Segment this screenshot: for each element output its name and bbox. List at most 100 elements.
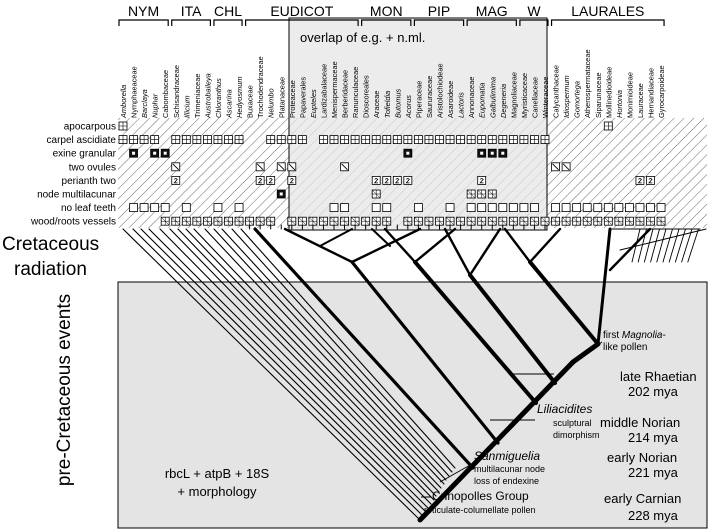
state-mark-carpel-ascidiate-nelumbo bbox=[266, 135, 276, 145]
state-mark-wood-roots-vessels-annonaceae bbox=[466, 216, 476, 226]
character-label-wood-roots-vessels: wood/roots vessels bbox=[30, 217, 116, 228]
laurales-tip-7 bbox=[668, 228, 680, 263]
state-mark-no-leaf-teeth-monimioideae bbox=[625, 203, 634, 213]
state-mark-no-leaf-teeth-gyrocarpoideae bbox=[656, 203, 666, 213]
state-mark-no-leaf-teeth-tofieldia bbox=[382, 203, 392, 213]
state-mark-perianth-two-tofieldia bbox=[382, 175, 392, 185]
age-late-rhaetian-stage: late Rhaetian bbox=[620, 369, 697, 384]
taxon-label-nymphaeaceae: Nymphaeaceae bbox=[130, 66, 139, 118]
state-mark-wood-roots-vessels-lactoris bbox=[456, 216, 466, 226]
state-mark-wood-roots-vessels-eupomatia bbox=[477, 216, 487, 226]
early-lineage-11 bbox=[213, 228, 447, 481]
taxon-label-monimioideae: Monimioideae bbox=[625, 72, 634, 118]
state-mark-no-leaf-teeth-hernandiaceae bbox=[646, 203, 655, 213]
taxon-label-nuphar: Nuphar bbox=[151, 93, 160, 118]
taxon-label-gyrocarpoideae: Gyrocarpoideae bbox=[657, 65, 666, 118]
state-mark-perianth-two-trochodendraceae bbox=[255, 175, 265, 185]
state-mark-wood-roots-vessels-tofieldia bbox=[382, 216, 392, 226]
taxon-label-gomortega: Gomortega bbox=[573, 81, 582, 118]
state-mark-no-leaf-teeth-mollinedioideae bbox=[603, 203, 613, 213]
state-mark-node-multilacunar-galbulimima bbox=[487, 189, 497, 199]
state-mark-carpel-ascidiate-tofieldia bbox=[382, 135, 392, 145]
character-label-node-multilacunar: node multilacunar bbox=[37, 190, 117, 201]
taxon-label-degeneria: Degeneria bbox=[499, 84, 508, 118]
state-mark-wood-roots-vessels-canellaceae bbox=[530, 216, 539, 226]
state-mark-no-leaf-teeth-asaroideae bbox=[445, 203, 455, 213]
taxon-label-austrobaileya: Austrobaileya bbox=[203, 73, 212, 119]
state-mark-carpel-ascidiate-asaroideae bbox=[445, 135, 455, 145]
state-mark-no-leaf-teeth-araceae bbox=[371, 203, 381, 213]
state-mark-carpel-ascidiate-chloranthus bbox=[213, 135, 223, 145]
state-mark-no-leaf-teeth-calycanthaceae bbox=[551, 203, 560, 213]
state-mark-perianth-two-proteaceae bbox=[287, 175, 297, 185]
state-mark-no-leaf-teeth-siparunaceae bbox=[593, 203, 603, 213]
taxon-label-lardizabalaceae: Lardizabalaceae bbox=[319, 64, 328, 118]
state-mark-node-multilacunar-araceae bbox=[371, 189, 381, 199]
state-mark-carpel-ascidiate-ranunculaceae bbox=[350, 135, 360, 145]
group-label-mon: MON bbox=[370, 3, 403, 19]
state-mark-exine-granular-galbulimima bbox=[487, 148, 497, 158]
state-mark-carpel-ascidiate-barclaya bbox=[139, 135, 149, 145]
state-mark-wood-roots-vessels-lauraceae bbox=[635, 216, 645, 226]
state-mark-wood-roots-vessels-piperaceae bbox=[413, 216, 423, 226]
state-mark-no-leaf-teeth-galbulimima bbox=[487, 203, 497, 213]
state-mark-no-leaf-teeth-berberidaceae bbox=[340, 203, 349, 213]
taxon-label-proteaceae: Proteaceae bbox=[288, 80, 297, 118]
early-lineage-13 bbox=[231, 228, 453, 473]
event-crinopolles-title: Crinopolles Group bbox=[432, 489, 529, 503]
method-label-line2: + morphology bbox=[177, 484, 257, 499]
state-mark-perianth-two-araceae bbox=[371, 175, 381, 185]
event-crinopolles-line1: reticulate-columellate pollen bbox=[424, 505, 536, 515]
taxon-label-chloranthus: Chloranthus bbox=[214, 78, 223, 118]
state-mark-carpel-ascidiate-amborella bbox=[118, 135, 128, 145]
state-mark-carpel-ascidiate-platanaceae bbox=[276, 135, 286, 145]
state-mark-wood-roots-vessels-eupteles bbox=[308, 216, 318, 226]
pre-cretaceous-panel bbox=[117, 281, 708, 529]
taxon-label-idiospermum: Idiospermum bbox=[562, 75, 571, 118]
state-mark-wood-roots-vessels-hortonia bbox=[614, 216, 624, 226]
state-mark-carpel-ascidiate-eupomatia bbox=[477, 135, 487, 145]
state-mark-exine-granular-nymphaeaceae bbox=[129, 148, 138, 158]
laurales-tip-8 bbox=[674, 228, 686, 263]
state-mark-perianth-two-lauraceae bbox=[635, 175, 645, 185]
state-mark-carpel-ascidiate-aristolochiodeae bbox=[435, 135, 444, 145]
state-mark-wood-roots-vessels-idiospermum bbox=[561, 216, 571, 226]
taxon-labels: Amborella Nymphaeaceae Barclaya Nuphar Cabom… bbox=[119, 49, 666, 119]
early-lineage-8 bbox=[185, 228, 440, 493]
taxon-label-hortonia: Hortonia bbox=[615, 90, 624, 118]
state-mark-no-leaf-teeth-cabombaceae bbox=[160, 203, 170, 213]
state-mark-carpel-ascidiate-degeneria bbox=[498, 135, 508, 145]
state-mark-node-multilacunar-platanaceae bbox=[276, 189, 286, 199]
age-middle-norian-stage: middle Norian bbox=[600, 415, 680, 430]
age-early-norian-date: 221 mya bbox=[628, 465, 679, 480]
taxon-label-hedyosmum: Hedyosmum bbox=[235, 77, 244, 118]
leader-magnolia-pollen bbox=[572, 341, 603, 363]
taxon-label-trimeniaceae: Trimeniaceae bbox=[193, 74, 202, 119]
state-mark-two-ovules-trochodendraceae bbox=[255, 162, 265, 172]
group-label-eudicot: EUDICOT bbox=[270, 3, 333, 19]
taxon-label-tofieldia: Tofieldia bbox=[383, 91, 392, 118]
character-label-two-ovules: two ovules bbox=[69, 162, 116, 173]
state-mark-wood-roots-vessels-saururaceae bbox=[424, 216, 434, 226]
group-bracket-eudicot bbox=[245, 19, 359, 26]
state-mark-carpel-ascidiate-illicium bbox=[181, 135, 191, 145]
state-mark-perianth-two-hernandiaceae bbox=[646, 175, 655, 185]
state-mark-wood-roots-vessels-chloranthus bbox=[213, 216, 223, 226]
event-liliacidites-title: Liliacidites bbox=[537, 402, 592, 416]
early-lineage-12 bbox=[221, 228, 450, 477]
state-mark-wood-roots-vessels-asaroideae bbox=[445, 216, 455, 226]
state-mark-wood-roots-vessels-myristicaceae bbox=[519, 216, 529, 226]
taxon-label-nelumbo: Nelumbo bbox=[267, 88, 276, 118]
taxon-label-papaverales: Papaverales bbox=[298, 77, 307, 118]
state-mark-carpel-ascidiate-nymphaeaceae bbox=[129, 135, 138, 145]
phylogenetic-tree bbox=[122, 224, 707, 523]
state-mark-no-leaf-teeth-degeneria bbox=[498, 203, 508, 213]
branch-monocot-left bbox=[383, 227, 417, 264]
state-mark-wood-roots-vessels-dioscoreales bbox=[361, 216, 371, 226]
state-mark-exine-granular-degeneria bbox=[498, 148, 508, 158]
age-early-carnian-date: 228 mya bbox=[628, 508, 679, 523]
branch-piperales bbox=[468, 273, 557, 385]
early-lineage-1 bbox=[122, 228, 421, 521]
state-mark-wood-roots-vessels-galbulimima bbox=[487, 216, 497, 226]
